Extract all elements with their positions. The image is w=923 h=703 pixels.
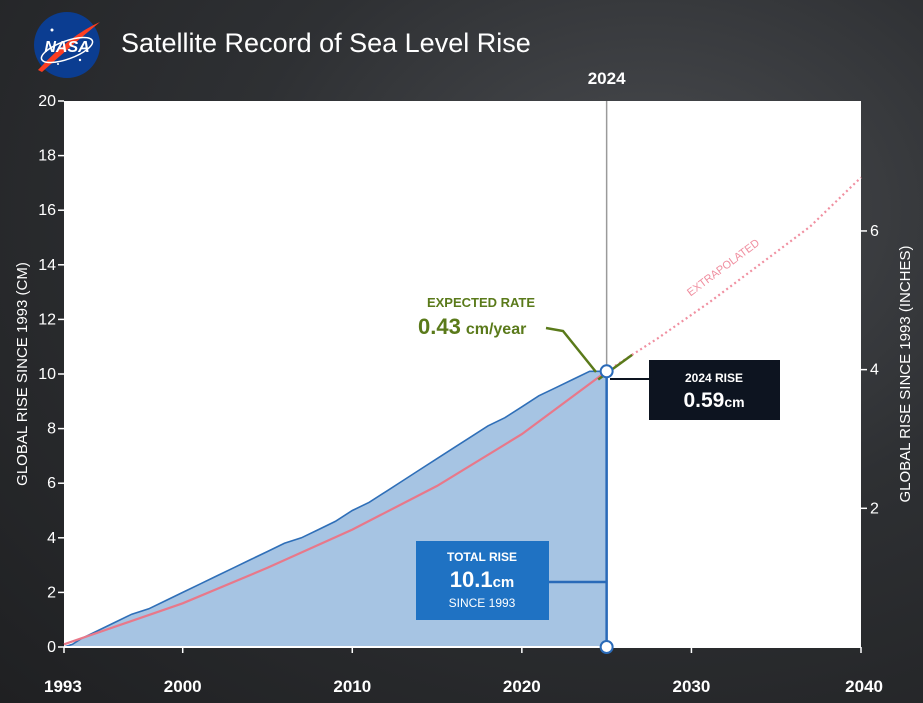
y-tick-label: 0 — [47, 639, 56, 656]
y-tick-label: 16 — [38, 202, 56, 219]
x-tick-label: 2030 — [673, 677, 711, 696]
current-level-marker — [599, 364, 614, 379]
y-tick-label: 12 — [38, 311, 56, 328]
x-tick-label: 1993 — [44, 677, 82, 696]
chart-title: Satellite Record of Sea Level Rise — [121, 28, 531, 58]
total-rise-box — [416, 541, 549, 620]
x-tick-label: 2010 — [333, 677, 371, 696]
right-y-axis-ticks: 2 4 6 — [861, 223, 879, 517]
right-y-tick-label: 2 — [870, 500, 879, 517]
baseline-marker — [599, 640, 614, 654]
series-line-extrapolated — [606, 176, 862, 373]
total-rise-text: 10.1cm — [450, 567, 515, 592]
y-axis-ticks: 0 2 4 6 8 10 12 14 16 18 20 — [38, 93, 64, 656]
expected-rate-value: 0.43 — [418, 314, 461, 339]
x-tick-label: 2000 — [164, 677, 202, 696]
y-tick-label: 6 — [47, 475, 56, 492]
series-line-observed — [63, 370, 607, 648]
right-y-tick-label: 4 — [870, 362, 879, 379]
y-tick-label: 20 — [38, 93, 56, 110]
total-rise-unit: cm — [493, 574, 515, 591]
x-tick-label: 2020 — [503, 677, 541, 696]
expected-rate-callout: EXPECTED RATE 0.43 cm/year — [418, 295, 597, 373]
total-rise-subtitle: SINCE 1993 — [449, 596, 516, 610]
nasa-logo: NASA — [34, 12, 100, 78]
y-axis-label: GLOBAL RISE SINCE 1993 (CM) — [14, 262, 31, 486]
total-rise-title: TOTAL RISE — [447, 550, 517, 564]
expected-rate-leader — [545, 326, 597, 373]
rise-2024-unit: cm — [724, 394, 744, 410]
year-marker-label: 2024 — [588, 69, 626, 88]
y-tick-label: 18 — [38, 148, 56, 165]
rise-2024-callout: 2024 RISE 0.59cm — [610, 360, 780, 420]
y-tick-label: 10 — [38, 366, 56, 383]
y-tick-label: 14 — [38, 257, 56, 274]
rise-2024-title: 2024 RISE — [685, 371, 743, 385]
expected-rate-text: 0.43 cm/year — [418, 314, 526, 339]
expected-rate-unit: cm/year — [466, 321, 527, 338]
y-tick-label: 8 — [47, 421, 56, 438]
x-tick-label: 2040 — [845, 677, 883, 696]
right-y-axis-label: GLOBAL RISE SINCE 1993 (INCHES) — [897, 245, 914, 502]
rise-2024-box — [649, 360, 780, 420]
rise-2024-text: 0.59cm — [683, 389, 744, 412]
total-rise-callout: TOTAL RISE 10.1cm SINCE 1993 — [416, 541, 607, 620]
x-axis-ticks: 1993 2000 2010 2020 2030 2040 — [44, 647, 883, 696]
rise-2024-value: 0.59 — [683, 389, 724, 412]
expected-rate-title: EXPECTED RATE — [427, 295, 535, 310]
y-tick-label: 4 — [47, 530, 56, 547]
right-y-tick-label: 6 — [870, 223, 879, 240]
total-rise-value: 10.1 — [450, 567, 493, 592]
series-lines-layer — [63, 176, 862, 648]
y-tick-label: 2 — [47, 584, 56, 601]
series-line-trend — [63, 370, 608, 646]
nasa-logo-text: NASA — [44, 39, 89, 56]
